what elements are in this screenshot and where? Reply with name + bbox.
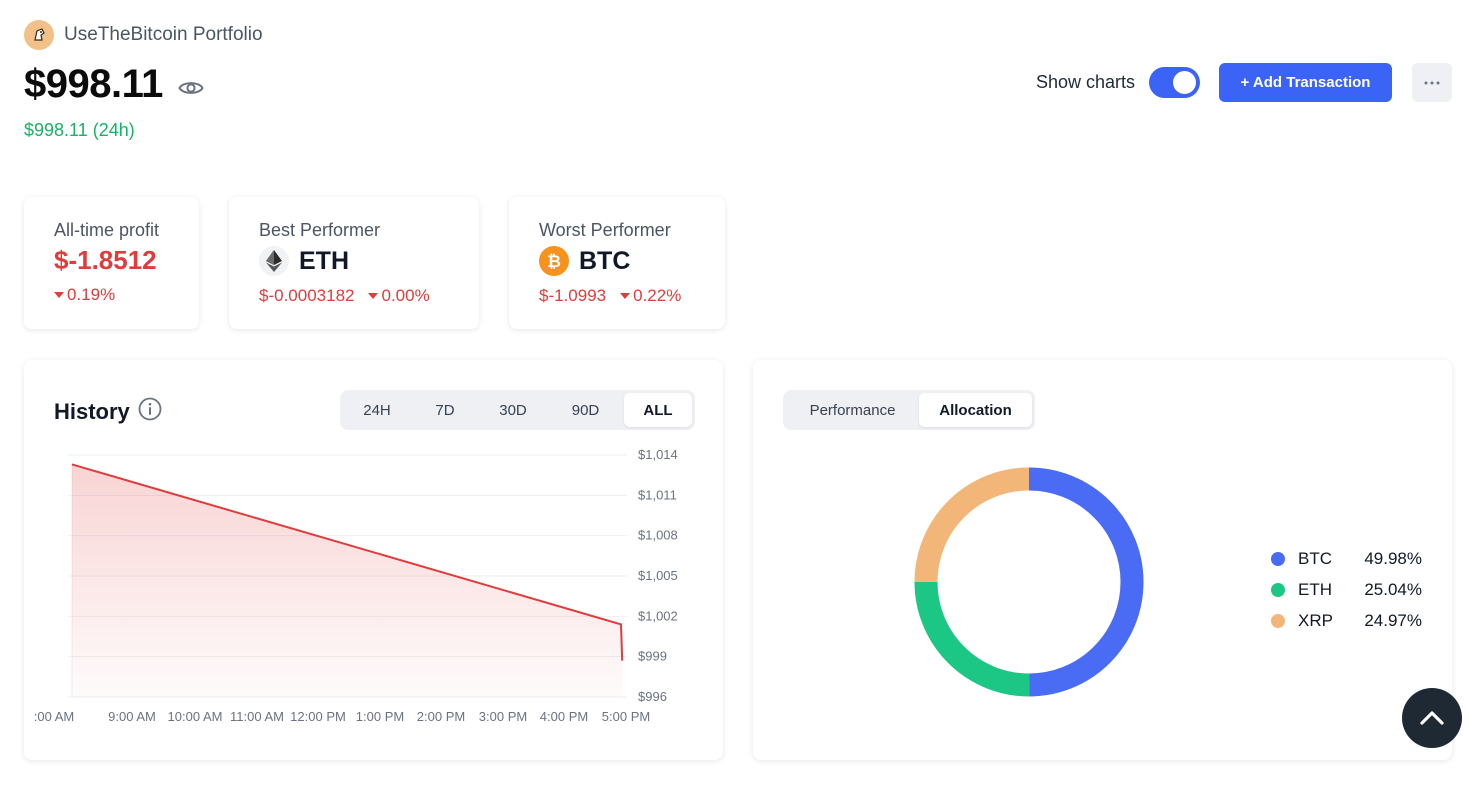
legend-label: BTC — [1298, 548, 1332, 568]
donut-slice-btc[interactable] — [1028, 467, 1144, 697]
legend-label: ETH — [1298, 579, 1332, 599]
x-tick-label: 12:00 PM — [290, 709, 346, 724]
x-tick-label: :00 AM — [34, 709, 74, 724]
balance-row: $998.11 — [24, 62, 205, 107]
stat-label: Best Performer — [259, 220, 381, 240]
y-tick-label: $1,002 — [638, 608, 678, 623]
range-7d[interactable]: 7D — [435, 401, 455, 419]
header-controls: Show charts + Add Transaction — [1036, 63, 1452, 102]
x-tick-label: 4:00 PM — [540, 709, 588, 724]
legend-dot — [1271, 551, 1285, 566]
toggle-knob — [1173, 71, 1196, 94]
app-header: UseTheBitcoin Portfolio — [24, 20, 263, 50]
history-title-row: History — [54, 397, 162, 427]
change-24h: $998.11 (24h) — [24, 120, 135, 140]
stat-sub: $-0.0003182 0.00% — [259, 286, 449, 306]
range-90d[interactable]: 90D — [571, 401, 600, 419]
best-performer-card: Best Performer ETH $-0.0003182 0.00% — [229, 197, 479, 329]
logo-icon — [24, 20, 54, 50]
portfolio-balance: $998.11 — [24, 62, 163, 106]
coin-row: ₿ BTC — [539, 246, 695, 276]
legend-label: XRP — [1298, 610, 1333, 630]
legend-value: 49.98% — [1364, 548, 1422, 568]
scroll-to-top-button[interactable] — [1402, 688, 1462, 748]
x-tick-label: 3:00 PM — [479, 709, 527, 724]
tab-performance[interactable]: Performance — [809, 401, 896, 419]
allocation-legend: BTC 49.98% ETH 25.04% XRP 24.97% — [1271, 543, 1422, 636]
x-tick-label: 11:00 AM — [230, 709, 284, 724]
allocation-tabs: Performance Allocation — [783, 390, 1035, 430]
range-all[interactable]: ALL — [624, 393, 692, 427]
stat-sub: $-1.0993 0.22% — [539, 286, 695, 306]
history-title: History — [54, 399, 130, 424]
y-tick-label: $996 — [638, 689, 667, 704]
all-time-profit-card: All-time profit $-1.8512 0.19% — [24, 197, 199, 329]
y-tick-label: $1,005 — [638, 568, 678, 583]
x-tick-label: 10:00 AM — [168, 709, 223, 724]
add-transaction-button[interactable]: + Add Transaction — [1219, 63, 1392, 102]
svg-text:₿: ₿ — [547, 252, 561, 271]
donut-slice-xrp[interactable] — [914, 467, 1030, 583]
pct-text: 0.22% — [633, 286, 682, 305]
history-area — [72, 464, 623, 697]
history-panel: History 24H 7D 30D 90D ALL $1,014 $1,011 $… — [24, 360, 723, 760]
stat-value: $-1.0993 — [539, 286, 607, 305]
stat-value: $-1.8512 — [54, 245, 157, 275]
caret-down-icon — [368, 293, 379, 299]
info-icon[interactable] — [138, 397, 162, 427]
allocation-panel: Performance Allocation BTC 49.98% ETH 25… — [753, 360, 1452, 760]
donut-slice-eth[interactable] — [914, 581, 1030, 697]
tab-allocation[interactable]: Allocation — [919, 393, 1032, 427]
y-tick-label: $1,008 — [638, 528, 678, 543]
app-title: UseTheBitcoin Portfolio — [64, 24, 263, 45]
range-24h[interactable]: 24H — [363, 401, 391, 419]
stat-label: All-time profit — [54, 220, 160, 240]
pct-text: 0.00% — [381, 286, 430, 305]
show-charts-label: Show charts — [1035, 72, 1135, 92]
coin-name: ETH — [299, 246, 349, 275]
history-line — [71, 463, 624, 661]
stat-label: Worst Performer — [539, 220, 671, 240]
legend-dot — [1271, 613, 1285, 628]
history-chart: $1,014 $1,011 $1,008 $1,005 $1,002 $999 $996 :0… — [34, 447, 678, 724]
eth-icon — [259, 246, 289, 276]
allocation-donut-chart — [914, 467, 1144, 697]
legend-item-xrp: XRP 24.97% — [1271, 605, 1422, 636]
stat-value: $-0.0003182 — [259, 286, 355, 305]
legend-item-eth: ETH 25.04% — [1271, 574, 1422, 605]
coin-row: ETH — [259, 246, 449, 276]
legend-value: 24.97% — [1364, 610, 1422, 630]
stat-sub: 0.19% — [54, 285, 169, 305]
range-selector: 24H 7D 30D 90D ALL — [340, 390, 695, 430]
y-tick-label: $1,014 — [638, 447, 678, 462]
range-30d[interactable]: 30D — [499, 401, 527, 419]
legend-item-btc: BTC 49.98% — [1271, 543, 1422, 574]
stat-pct: 0.00% — [368, 286, 430, 306]
legend-value: 25.04% — [1364, 579, 1422, 599]
x-tick-label: 9:00 AM — [108, 709, 156, 724]
stat-pct: 0.22% — [620, 286, 681, 306]
caret-down-icon — [620, 293, 631, 299]
show-charts-toggle[interactable] — [1149, 67, 1200, 98]
x-tick-label: 2:00 PM — [417, 709, 465, 724]
legend-dot — [1271, 582, 1285, 597]
coin-name: BTC — [579, 246, 631, 275]
pct-text: 0.19% — [67, 285, 116, 304]
x-tick-label: 5:00 PM — [602, 709, 650, 724]
eye-icon[interactable] — [177, 74, 205, 102]
y-tick-label: $999 — [638, 649, 667, 664]
worst-performer-card: Worst Performer ₿ BTC $-1.0993 0.22% — [509, 197, 725, 329]
stat-pct: 0.19% — [54, 285, 115, 305]
y-tick-label: $1,011 — [638, 487, 677, 502]
btc-icon: ₿ — [539, 246, 569, 276]
more-icon[interactable] — [1412, 63, 1452, 102]
x-tick-label: 1:00 PM — [356, 709, 404, 724]
chevron-up-icon — [1420, 711, 1444, 725]
caret-down-icon — [54, 292, 64, 298]
